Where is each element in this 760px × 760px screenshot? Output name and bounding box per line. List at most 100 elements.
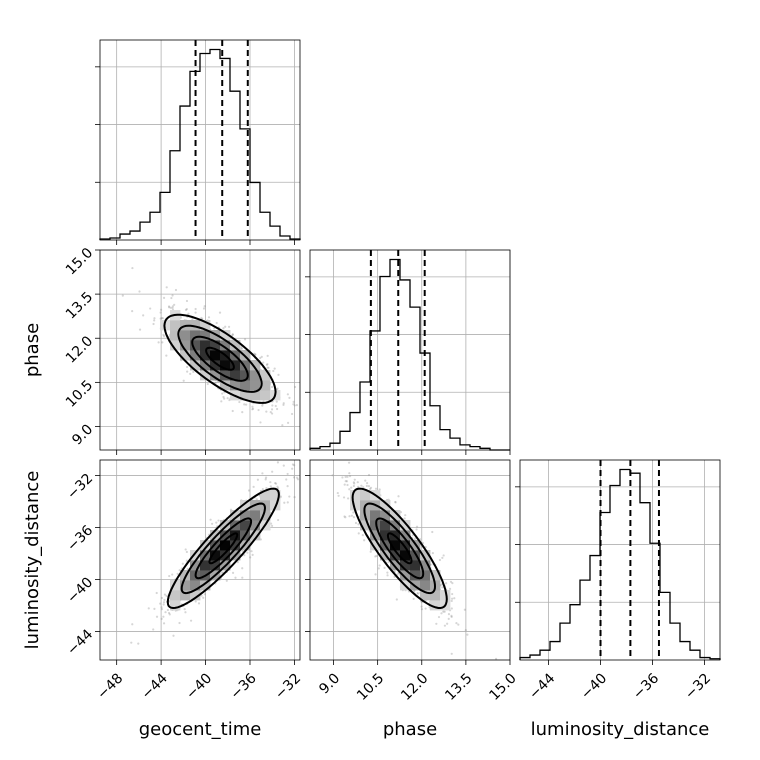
contour-1.5sigma	[177, 324, 263, 393]
density-cell	[190, 360, 201, 371]
sample-point	[394, 501, 397, 504]
sample-point	[394, 500, 397, 504]
density-cell	[250, 360, 261, 371]
sample-point	[431, 551, 434, 555]
sample-point	[160, 608, 164, 611]
sample-point	[413, 537, 417, 540]
sample-point	[187, 312, 190, 315]
sample-point	[241, 411, 244, 414]
sample-point	[303, 457, 305, 459]
contour-2sigma	[163, 313, 277, 404]
density-cell	[170, 600, 181, 611]
ytick-label-luminosity_distance: −44	[64, 626, 96, 658]
sample-point	[217, 519, 220, 522]
sample-point	[377, 567, 380, 570]
density-cell	[180, 340, 191, 351]
sample-point	[416, 592, 420, 595]
sample-point	[185, 365, 189, 369]
sample-point	[494, 657, 498, 660]
xtick-label-geocent_time: −40	[183, 670, 215, 702]
sample-point	[238, 400, 241, 404]
ylabel-luminosity-distance: luminosity_distance	[22, 471, 43, 650]
density-cell	[410, 570, 421, 581]
xtick-label-luminosity_distance: −36	[630, 670, 662, 702]
contour-1sigma	[191, 335, 249, 382]
sample-point	[411, 534, 414, 537]
xtick-label-phase: 15.0	[486, 670, 519, 703]
sample-point	[131, 266, 134, 270]
sample-point	[291, 467, 294, 470]
sample-point	[160, 316, 163, 320]
sample-point	[288, 495, 291, 498]
sample-point	[369, 487, 372, 490]
sample-point	[241, 567, 244, 570]
contour-0.5sigma	[205, 346, 235, 371]
sample-point	[240, 346, 243, 349]
density-cell	[190, 550, 201, 561]
sample-point	[386, 574, 389, 577]
ytick-label-luminosity_distance: −32	[64, 471, 96, 503]
sample-point	[451, 597, 454, 600]
sample-point	[448, 587, 452, 590]
sample-point	[266, 354, 269, 357]
density-cell	[380, 530, 391, 541]
sample-point	[286, 484, 289, 488]
sample-point	[176, 572, 179, 575]
sample-point	[367, 485, 371, 488]
density-cell	[430, 600, 441, 611]
sample-point	[191, 318, 194, 321]
density-cell	[170, 580, 181, 591]
sample-point	[378, 564, 381, 567]
sample-point	[255, 498, 258, 501]
density-cell	[230, 340, 241, 351]
sample-point	[138, 290, 141, 293]
sample-point	[450, 599, 453, 603]
sample-point	[203, 593, 206, 596]
sample-point	[341, 476, 344, 479]
sample-point	[257, 408, 260, 412]
hist-bars-luminosity_distance	[519, 468, 721, 660]
sample-point	[274, 404, 277, 408]
sample-point	[348, 515, 351, 518]
sample-point	[350, 486, 353, 489]
sample-point	[369, 550, 372, 553]
sample-point	[300, 461, 302, 463]
xtick-label-luminosity_distance: −44	[526, 670, 558, 702]
sample-point	[159, 308, 163, 311]
sample-point	[152, 628, 155, 631]
sample-point	[415, 528, 418, 531]
sample-point	[147, 607, 150, 610]
sample-point	[290, 412, 294, 416]
sample-point	[261, 472, 264, 475]
sample-point	[293, 404, 296, 407]
xlabel-phase: phase	[383, 719, 437, 740]
sample-point	[184, 611, 187, 614]
sample-point	[262, 361, 265, 364]
sample-point	[155, 615, 159, 618]
sample-point	[441, 586, 444, 589]
sample-point	[192, 370, 195, 374]
sample-point	[347, 461, 351, 464]
density-cell	[220, 330, 231, 341]
sample-point	[152, 322, 155, 326]
sample-point	[245, 403, 248, 406]
sample-point	[162, 615, 165, 618]
sample-point	[344, 516, 347, 519]
density-cell	[200, 350, 211, 361]
density-cell	[200, 330, 211, 341]
sample-point	[138, 328, 142, 331]
density-cell	[270, 490, 281, 501]
density-cell	[420, 590, 431, 601]
sample-point	[162, 296, 166, 299]
sample-point	[251, 405, 254, 408]
joint-frame	[309, 459, 511, 661]
sample-point	[313, 439, 315, 441]
sample-point	[159, 602, 162, 605]
hist-frame	[519, 459, 721, 661]
density-cell	[220, 340, 231, 351]
sample-point	[200, 594, 203, 597]
sample-point	[231, 333, 234, 336]
ytick-label-luminosity_distance: −36	[64, 522, 96, 554]
density-cell	[200, 340, 211, 351]
sample-point	[266, 363, 269, 366]
